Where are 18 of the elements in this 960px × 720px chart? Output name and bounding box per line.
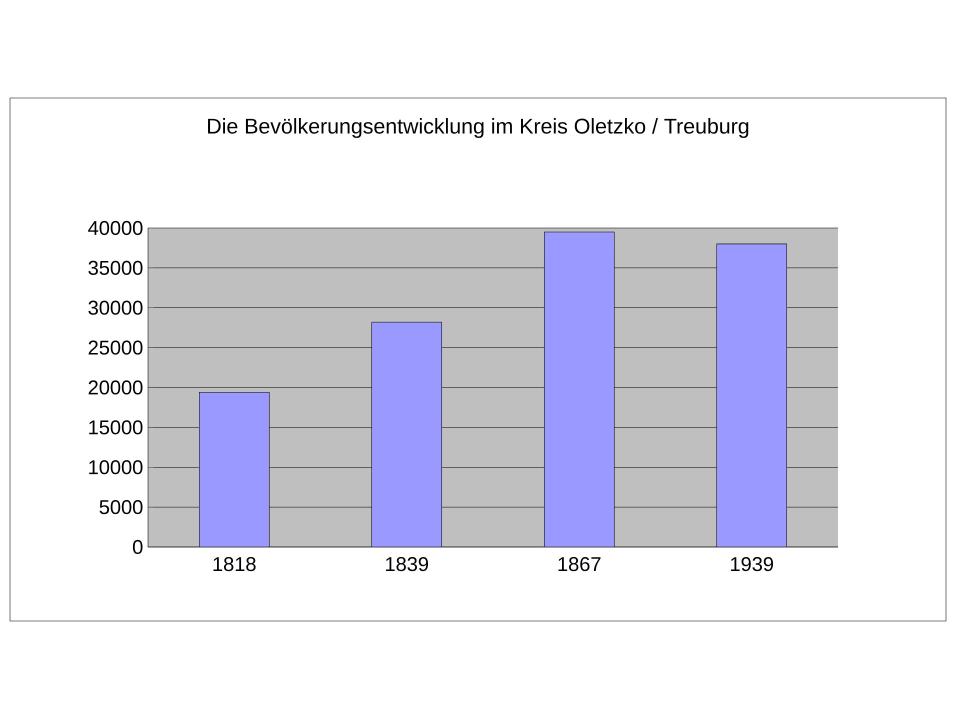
x-tick-label: 1867 <box>558 557 600 572</box>
bar <box>544 232 615 547</box>
x-tick-label: 1818 <box>214 557 256 572</box>
x-tick-label: 1839 <box>386 557 428 572</box>
y-tick-label: 35000 <box>88 260 142 275</box>
bar <box>716 244 788 547</box>
y-tick-label: 10000 <box>89 460 142 474</box>
chart-title: Die Bevölkerungsentwicklung im Kreis Oletzko / Treuburg <box>208 118 748 138</box>
y-tick-label: 0 <box>132 540 143 554</box>
x-tick-label: 1939 <box>731 557 774 572</box>
y-tick-label: 25000 <box>88 340 142 355</box>
bar <box>198 392 270 547</box>
y-tick-label: 5000 <box>100 500 142 514</box>
y-tick-label: 40000 <box>88 220 142 236</box>
y-tick-label: 30000 <box>88 300 142 315</box>
y-tick-label: 20000 <box>88 380 142 395</box>
y-tick-label: 15000 <box>89 420 142 434</box>
bar <box>371 322 442 547</box>
